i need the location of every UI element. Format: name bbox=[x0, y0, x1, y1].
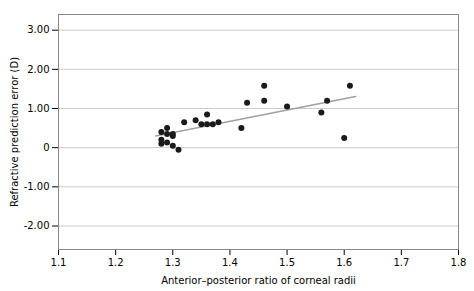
svg-text:1.6: 1.6 bbox=[336, 257, 352, 268]
svg-text:0: 0 bbox=[43, 142, 49, 153]
svg-text:Anterior–posterior ratio of co: Anterior–posterior ratio of corneal radi… bbox=[161, 275, 356, 286]
svg-text:1.1: 1.1 bbox=[51, 257, 67, 268]
svg-text:1.5: 1.5 bbox=[279, 257, 295, 268]
svg-text:1.00: 1.00 bbox=[27, 103, 49, 114]
svg-text:-2.00: -2.00 bbox=[24, 220, 50, 231]
svg-text:1.4: 1.4 bbox=[222, 257, 238, 268]
svg-text:3.00: 3.00 bbox=[27, 24, 49, 35]
svg-text:-1.00: -1.00 bbox=[24, 181, 50, 192]
svg-text:1.8: 1.8 bbox=[451, 257, 467, 268]
svg-text:Refractive prediction error (D: Refractive prediction error (D) bbox=[9, 57, 20, 207]
svg-text:1.3: 1.3 bbox=[165, 257, 181, 268]
svg-text:2.00: 2.00 bbox=[27, 64, 49, 75]
svg-text:1.7: 1.7 bbox=[393, 257, 409, 268]
svg-text:1.2: 1.2 bbox=[108, 257, 124, 268]
